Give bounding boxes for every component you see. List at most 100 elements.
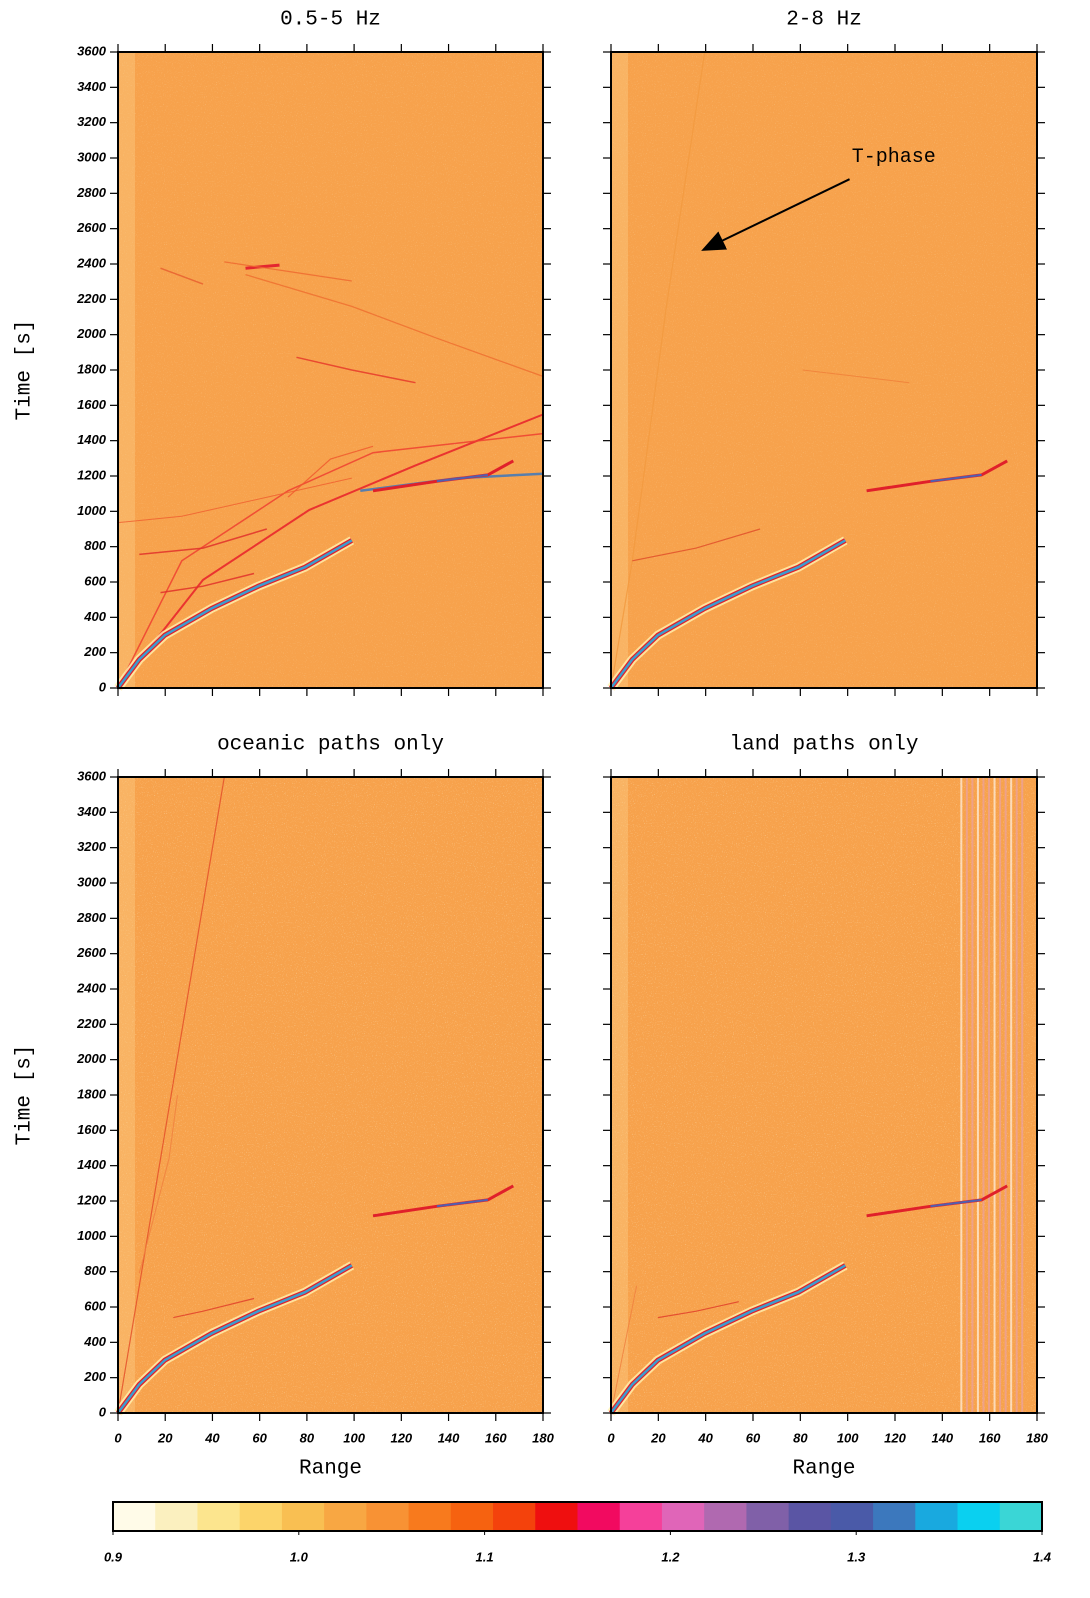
phase-arrival bbox=[160, 267, 204, 285]
y-tick-label: 400 bbox=[83, 609, 106, 624]
x-tick-label: 0 bbox=[114, 1430, 122, 1445]
colorbar-swatch bbox=[281, 1502, 325, 1531]
colorbar-swatch bbox=[788, 1502, 832, 1531]
y-tick-label: 3400 bbox=[77, 79, 107, 94]
colorbar-swatch bbox=[535, 1502, 579, 1531]
phase-arrival bbox=[117, 776, 225, 1414]
y-tick-label: 0 bbox=[99, 1404, 107, 1419]
y-tick-label: 1800 bbox=[77, 1086, 107, 1101]
colorbar-swatch bbox=[197, 1502, 241, 1531]
colorbar-tick-label: 0.9 bbox=[104, 1549, 123, 1564]
x-tick-label: 100 bbox=[837, 1430, 859, 1445]
noisy-trace bbox=[1010, 777, 1013, 1413]
y-tick-label: 3200 bbox=[77, 114, 107, 129]
phase-arrival bbox=[610, 1285, 638, 1414]
colorbar-tick-label: 1.4 bbox=[1033, 1549, 1052, 1564]
y-tick-label: 1800 bbox=[77, 361, 107, 376]
phase-arrival bbox=[138, 1094, 178, 1274]
noisy-trace bbox=[1021, 777, 1024, 1413]
colorbar-swatch bbox=[746, 1502, 790, 1531]
y-tick-label: 600 bbox=[84, 573, 106, 588]
x-tick-label: 140 bbox=[438, 1430, 460, 1445]
noisy-trace bbox=[976, 777, 979, 1413]
noisy-trace bbox=[999, 777, 1002, 1413]
left-edge-noise bbox=[118, 777, 135, 1413]
y-tick-label: 2400 bbox=[76, 980, 107, 995]
x-tick-label: 180 bbox=[1026, 1430, 1048, 1445]
y-tick-label: 1400 bbox=[77, 432, 107, 447]
x-tick-label: 120 bbox=[884, 1430, 906, 1445]
noisy-trace bbox=[982, 777, 985, 1413]
colorbar-swatch bbox=[324, 1502, 367, 1531]
colorbar-swatch bbox=[619, 1502, 663, 1531]
colorbar-swatch bbox=[661, 1502, 705, 1531]
phase-arrival bbox=[139, 528, 268, 556]
phase-arrival bbox=[296, 356, 416, 384]
phase-arrival bbox=[117, 432, 544, 689]
noise-texture bbox=[611, 52, 1037, 688]
y-tick-label: 2800 bbox=[76, 185, 107, 200]
y-tick-label: 0 bbox=[99, 679, 107, 694]
phase-arrival bbox=[224, 261, 352, 282]
phase-arrival bbox=[245, 263, 280, 270]
phase-arrival bbox=[930, 473, 982, 483]
x-tick-label: 100 bbox=[343, 1430, 365, 1445]
colorbar-frame bbox=[112, 1501, 1043, 1532]
y-tick-label: 2600 bbox=[76, 220, 107, 235]
phase-arrival bbox=[160, 572, 255, 594]
colorbar-swatch bbox=[957, 1502, 1001, 1531]
left-edge-noise bbox=[611, 52, 629, 688]
y-tick-label: 3600 bbox=[77, 768, 107, 783]
y-tick-label: 1600 bbox=[77, 1122, 107, 1137]
x-tick-label: 80 bbox=[300, 1430, 315, 1445]
noisy-trace bbox=[965, 777, 968, 1413]
y-tick-label: 600 bbox=[84, 1298, 106, 1313]
y-tick-label: 2200 bbox=[76, 1016, 107, 1031]
y-tick-label: 1000 bbox=[77, 1228, 107, 1243]
y-tick-label: 3600 bbox=[77, 43, 107, 58]
noise-texture bbox=[118, 777, 543, 1413]
colorbar-tick-label: 1.3 bbox=[847, 1549, 866, 1564]
y-tick-label: 800 bbox=[84, 1263, 106, 1278]
phase-arrival bbox=[245, 273, 544, 378]
noise-texture bbox=[118, 52, 543, 688]
y-tick-label: 3200 bbox=[77, 839, 107, 854]
x-tick-label: 160 bbox=[485, 1430, 507, 1445]
phase-arrival bbox=[436, 473, 488, 483]
noisy-trace bbox=[988, 777, 991, 1413]
x-tick-label: 0 bbox=[607, 1430, 615, 1445]
left-edge-noise bbox=[611, 777, 629, 1413]
phase-arrival bbox=[657, 1301, 739, 1319]
colorbar-swatch bbox=[915, 1502, 959, 1531]
panel-title: oceanic paths only bbox=[217, 734, 444, 757]
x-tick-label: 40 bbox=[204, 1430, 220, 1445]
phase-arrival bbox=[117, 413, 544, 689]
y-axis-label: Time [s] bbox=[14, 320, 37, 421]
colorbar-swatch bbox=[704, 1502, 748, 1531]
y-tick-label: 2000 bbox=[76, 326, 107, 341]
x-tick-label: 140 bbox=[931, 1430, 953, 1445]
noisy-trace bbox=[971, 777, 974, 1413]
y-tick-label: 3000 bbox=[77, 149, 107, 164]
y-tick-label: 400 bbox=[83, 1334, 106, 1349]
colorbar-swatch bbox=[873, 1502, 916, 1531]
panel-title: land paths only bbox=[729, 734, 918, 757]
x-tick-label: 180 bbox=[532, 1430, 554, 1445]
noisy-trace bbox=[993, 777, 996, 1413]
annotation: T-phase bbox=[852, 146, 936, 169]
y-tick-label: 1400 bbox=[77, 1157, 107, 1172]
x-tick-label: 120 bbox=[390, 1430, 412, 1445]
noisy-trace bbox=[1015, 777, 1018, 1413]
colorbar-swatch bbox=[450, 1502, 494, 1531]
phase-arrival bbox=[802, 369, 910, 384]
y-tick-label: 3000 bbox=[77, 874, 107, 889]
y-tick-label: 200 bbox=[83, 644, 106, 659]
panel-title: 0.5-5 Hz bbox=[280, 9, 381, 32]
colorbar-swatch bbox=[155, 1502, 199, 1531]
phase-arrival bbox=[117, 477, 352, 524]
colorbar-swatch bbox=[239, 1502, 283, 1531]
phase-arrival bbox=[116, 539, 353, 689]
x-tick-label: 40 bbox=[697, 1430, 713, 1445]
x-tick-label: 60 bbox=[746, 1430, 761, 1445]
